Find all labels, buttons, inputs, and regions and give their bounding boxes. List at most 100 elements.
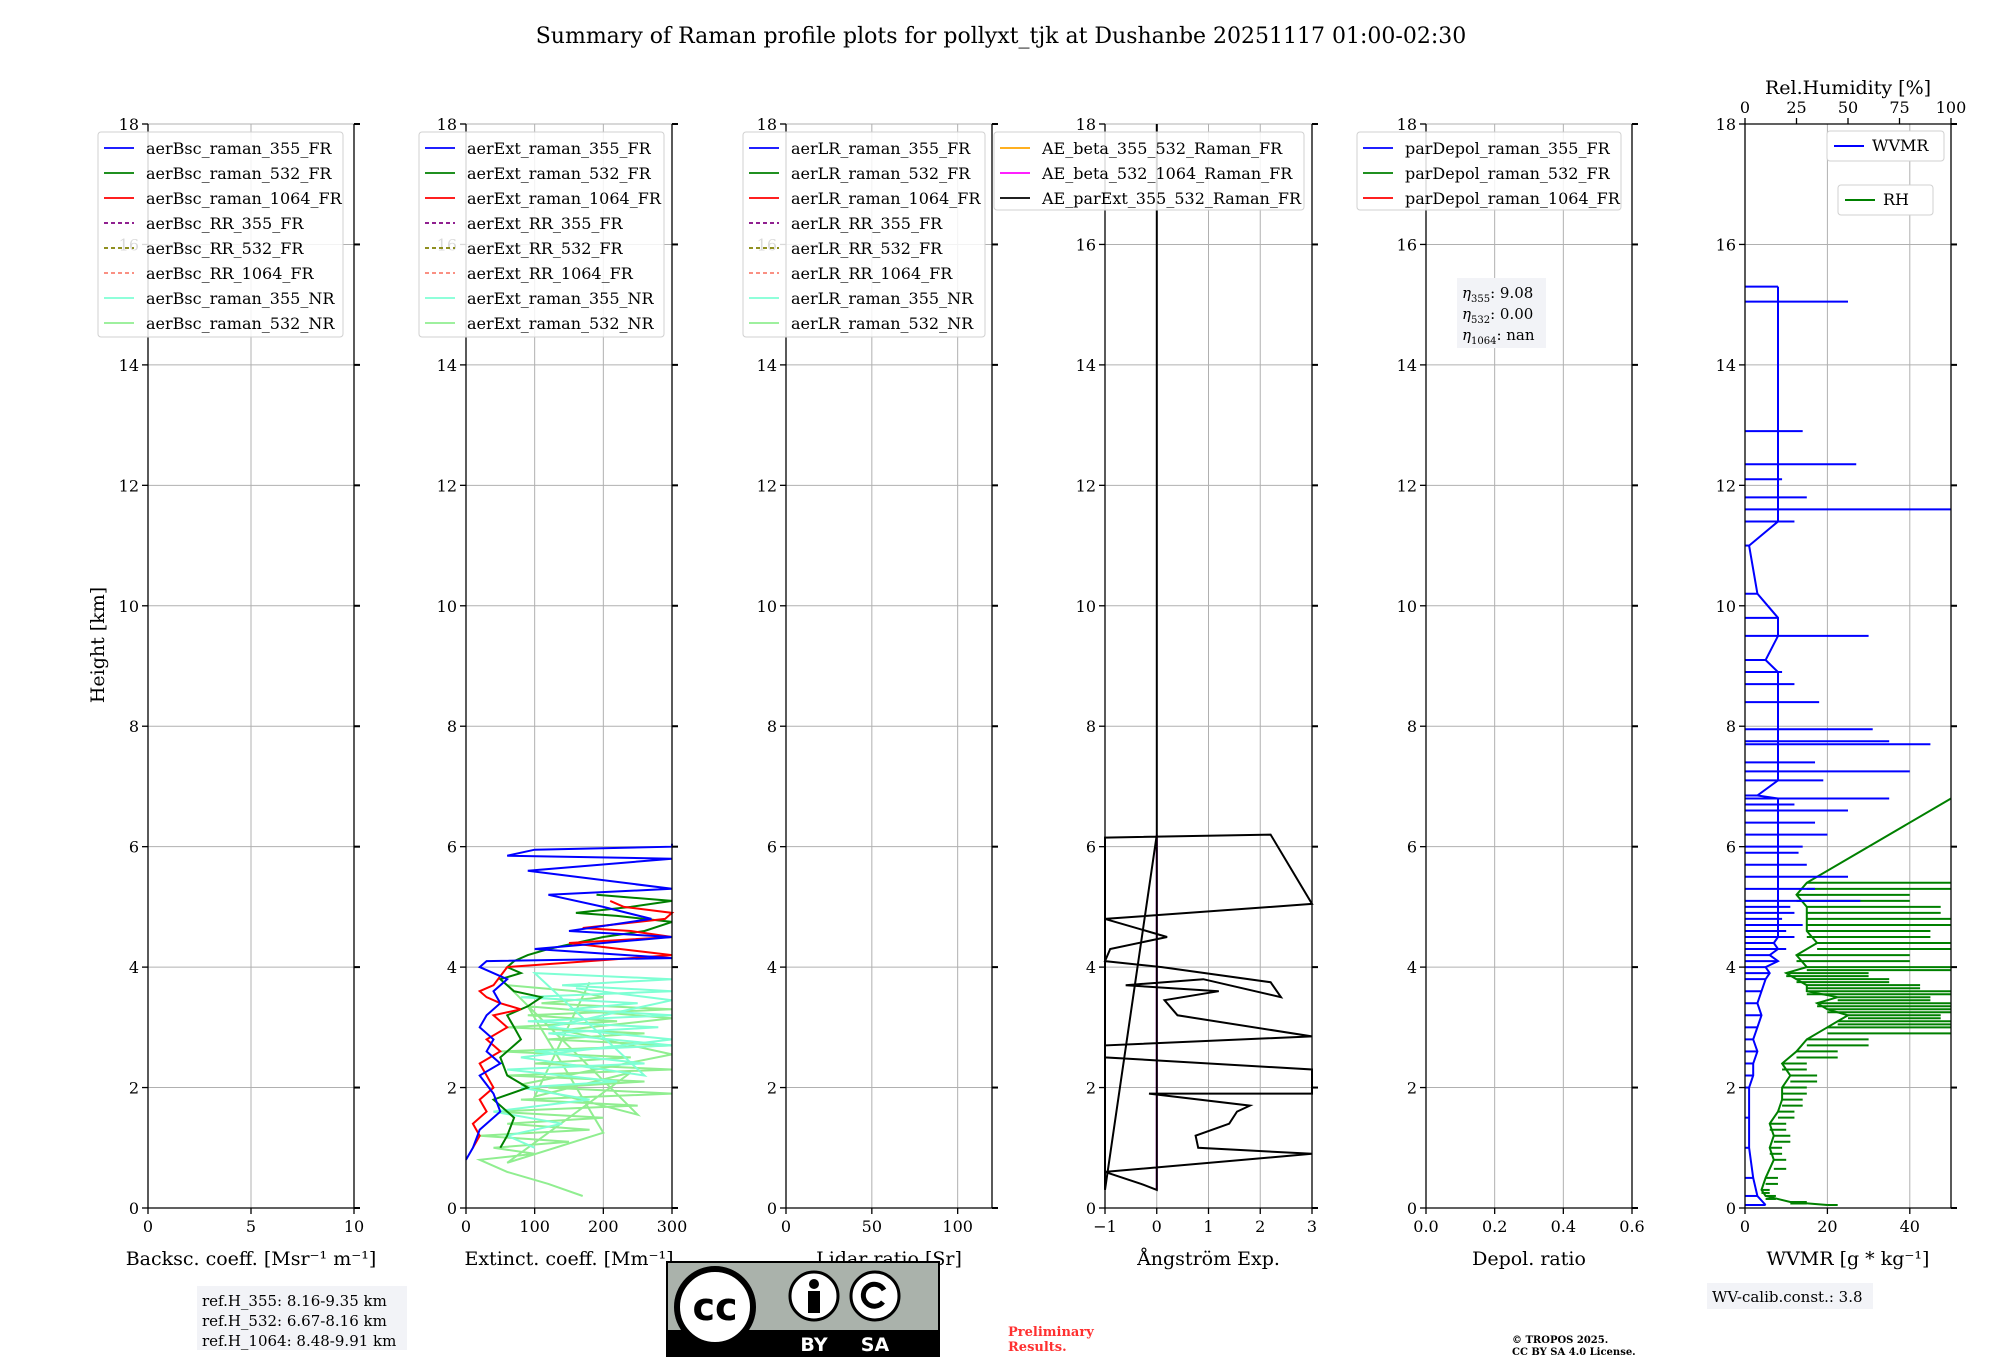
y-tick-label: 2 [1086,1079,1096,1098]
series-line-aerExt_raman_355_NR [493,971,673,1149]
y-tick-label: 2 [129,1079,139,1098]
copyright-line-2: CC BY SA 4.0 License. [1512,1347,1636,1358]
legend-label: aerBsc_raman_355_NR [146,289,335,308]
legend-label: aerExt_RR_532_FR [467,239,624,258]
y-tick-label: 16 [1076,235,1096,254]
legend-label: AE_beta_532_1064_Raman_FR [1041,164,1293,183]
y-tick-label: 12 [1716,476,1736,495]
y-tick-label: 12 [757,476,777,495]
legend-label: aerBsc_raman_355_FR [146,139,332,158]
series-group [1745,285,1952,1206]
y-tick-label: 12 [1076,476,1096,495]
y-tick-label: 18 [437,115,457,134]
panel-bsc: 0246810121416180510Backsc. coeff. [Msr⁻¹… [97,115,377,1270]
preliminary-line-1: Preliminary [1008,1325,1094,1340]
y-tick-label: 0 [767,1199,777,1218]
y-tick-label: 14 [1716,356,1736,375]
figure-title: Summary of Raman profile plots for polly… [536,24,1467,49]
legend-label: aerLR_raman_355_FR [791,139,971,158]
legend-label: aerExt_raman_1064_FR [467,189,662,208]
x-tick-label: −1 [1093,1217,1117,1236]
y-tick-label: 6 [1407,838,1417,857]
cc-license-badge: cc BY SA [666,1261,940,1357]
y-tick-label: 4 [1726,958,1736,977]
legend: AE_beta_355_532_Raman_FR AE_beta_532_1064… [993,131,1305,211]
x-tick-label: 0 [461,1217,471,1236]
legend-label: aerBsc_raman_532_FR [146,164,332,183]
eta-355: η355: 9.08 [1462,284,1533,305]
legend-label: aerBsc_RR_532_FR [146,239,304,258]
x-tick-label: 5 [246,1217,256,1236]
y-tick-label: 10 [1716,597,1736,616]
wvmr-profile-line [1748,286,1780,1206]
legend: aerExt_raman_355_FR aerExt_raman_532_FRae… [418,131,665,338]
panel-ext: 0246810121416180100200300Extinct. coeff.… [418,115,687,1270]
legend-label: parDepol_raman_1064_FR [1405,189,1621,208]
legend: parDepol_raman_355_FR parDepol_raman_532_… [1356,131,1622,211]
cc-sa-label: SA [861,1334,890,1356]
x-axis-label: Extinct. coeff. [Mm⁻¹] [464,1248,673,1270]
legend-label: aerExt_raman_532_NR [467,314,655,333]
top-x-tick-label: 25 [1786,98,1806,117]
sa-arrow-icon [860,1281,887,1309]
legend-box [418,131,665,338]
legend-label: aerLR_RR_1064_FR [791,264,953,283]
legend-box [1356,131,1622,211]
legend-label: aerLR_raman_532_FR [791,164,971,183]
ref-h-355: ref.H_355: 8.16-9.35 km [202,1292,387,1310]
legend-label: RH [1883,190,1909,209]
y-tick-label: 18 [1076,115,1096,134]
y-tick-label: 10 [1076,597,1096,616]
y-tick-label: 8 [767,717,777,736]
x-tick-label: 20 [1817,1217,1837,1236]
y-tick-label: 6 [1726,838,1736,857]
legend-label: aerExt_RR_355_FR [467,214,624,233]
cc-by-label: BY [800,1334,827,1356]
x-axis-label: Backsc. coeff. [Msr⁻¹ m⁻¹] [126,1248,377,1270]
y-tick-label: 14 [119,356,139,375]
x-axis-label: WVMR [g * kg⁻¹] [1767,1248,1930,1270]
y-tick-label: 8 [1086,717,1096,736]
x-tick-label: 0 [1152,1217,1162,1236]
y-tick-label: 2 [1407,1079,1417,1098]
y-tick-label: 2 [767,1079,777,1098]
y-tick-label: 18 [757,115,777,134]
y-tick-label: 18 [1716,115,1736,134]
legend-box [742,131,986,338]
top-x-tick-label: 0 [1740,98,1750,117]
ref-height-box: ref.H_355: 8.16-9.35 km ref.H_532: 6.67-… [197,1286,407,1350]
y-tick-label: 10 [1397,597,1417,616]
y-tick-label: 18 [1397,115,1417,134]
copyright-line-1: © TROPOS 2025. [1512,1335,1608,1346]
legend-label: aerLR_RR_355_FR [791,214,943,233]
wv-calib-text: WV-calib.const.: 3.8 [1712,1288,1863,1306]
legend-label: aerExt_raman_355_FR [467,139,652,158]
top-x-tick-label: 75 [1889,98,1909,117]
legend-label: aerExt_raman_532_FR [467,164,652,183]
legend: WVMR RH [1826,130,1945,216]
legend-label: AE_parExt_355_532_Raman_FR [1041,189,1302,208]
legend-label: aerExt_RR_1064_FR [467,264,634,283]
eta-532: η532: 0.00 [1462,305,1533,326]
y-tick-label: 12 [119,476,139,495]
person-body [808,1291,820,1313]
y-tick-label: 6 [447,838,457,857]
person-head [809,1279,819,1289]
y-tick-label: 16 [1716,235,1736,254]
y-tick-label: 14 [1397,356,1417,375]
top-x-tick-label: 100 [1936,98,1967,117]
y-tick-label: 0 [1086,1199,1096,1218]
x-tick-label: 2 [1255,1217,1265,1236]
legend-label: aerBsc_raman_1064_FR [146,189,343,208]
eta-1064: η1064: nan [1462,326,1535,347]
y-tick-label: 6 [1086,838,1096,857]
y-tick-label: 14 [757,356,777,375]
legend-box [1837,184,1934,216]
top-axis-label: Rel.Humidity [%] [1765,77,1931,99]
eta-box: η355: 9.08 η532: 0.00 η1064: nan [1457,278,1546,348]
y-tick-label: 6 [129,838,139,857]
x-tick-label: 1 [1203,1217,1213,1236]
